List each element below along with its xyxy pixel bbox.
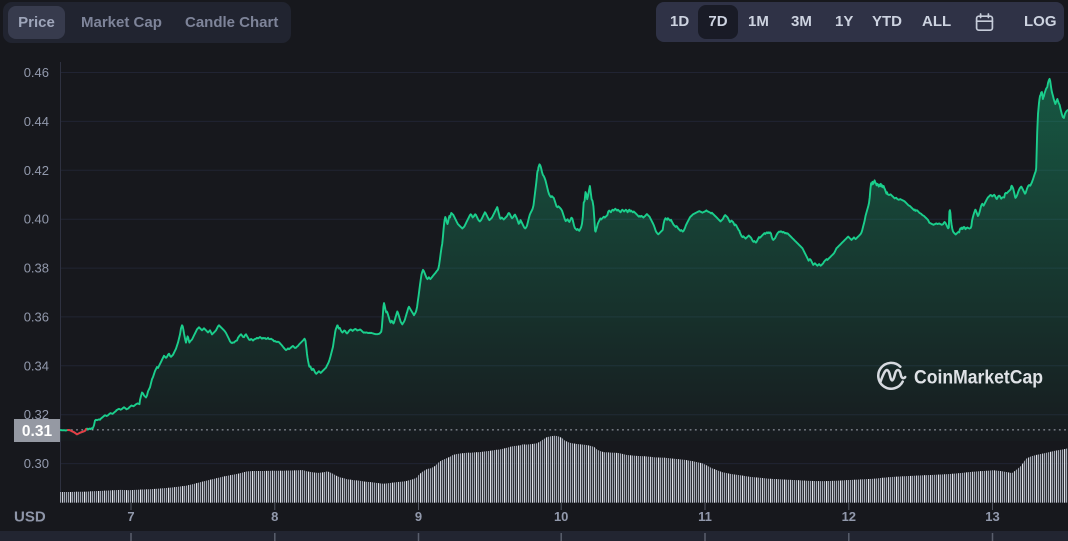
svg-text:0.42: 0.42 [24,163,49,178]
svg-text:CoinMarketCap: CoinMarketCap [914,367,1043,389]
svg-text:0.31: 0.31 [22,423,53,440]
svg-text:0.38: 0.38 [24,261,49,276]
svg-text:0.40: 0.40 [24,212,49,227]
svg-text:0.34: 0.34 [24,358,49,373]
svg-text:12: 12 [842,509,856,524]
svg-text:0.32: 0.32 [24,407,49,422]
svg-text:9: 9 [415,509,422,524]
svg-text:0.46: 0.46 [24,65,49,80]
svg-text:10: 10 [554,509,568,524]
svg-text:0.30: 0.30 [24,456,49,471]
svg-text:13: 13 [985,509,999,524]
svg-text:8: 8 [271,509,278,524]
svg-text:0.36: 0.36 [24,309,49,324]
svg-text:USD: USD [14,509,46,526]
svg-text:7: 7 [127,509,134,524]
svg-text:0.44: 0.44 [24,114,49,129]
svg-text:11: 11 [698,509,712,524]
